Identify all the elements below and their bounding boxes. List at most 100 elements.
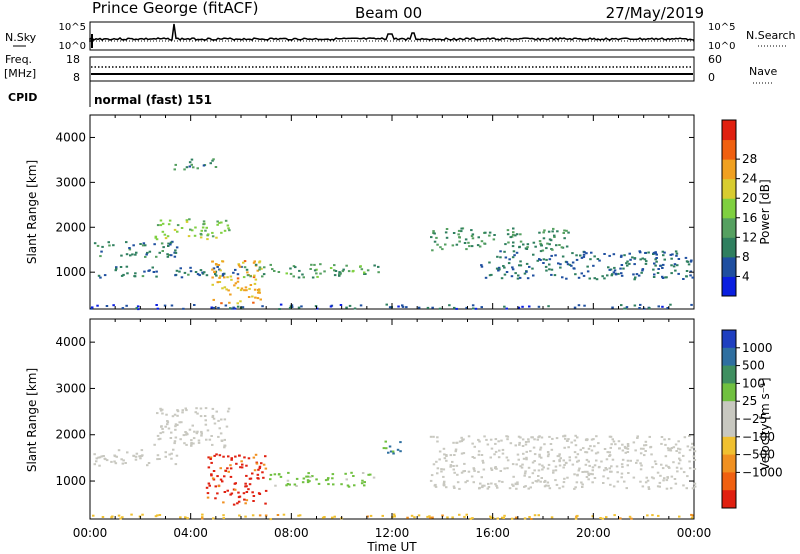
echo-cell [506,467,509,470]
echo-cell [465,306,468,309]
echo-cell [130,513,133,516]
echo-cell [547,230,551,233]
echo-cell [213,270,216,273]
echo-cell [279,475,283,478]
echo-cell [555,244,558,247]
echo-cell [245,289,248,292]
echo-cell [511,463,515,466]
echo-cell [247,488,250,491]
echo-cell [593,255,596,258]
echo-cell [527,440,530,443]
echo-cell [496,517,499,520]
echo-cell [597,442,600,445]
echo-cell [100,250,103,253]
echo-cell [603,277,606,280]
echo-cell [527,466,531,469]
echo-cell [252,301,255,304]
echo-cell [494,450,498,453]
echo-cell [494,438,498,441]
echo-cell [329,305,333,308]
echo-cell [201,516,204,519]
velocity-colorbar-segment [722,383,736,402]
echo-cell [688,449,692,452]
echo-cell [501,448,505,451]
echo-cell [292,265,296,268]
power-colorbar-tick-label: 16 [742,211,757,225]
echo-cell [682,454,685,457]
echo-cell [442,482,446,485]
echo-cell [533,453,537,456]
velocity-xticks [89,319,695,519]
echo-cell [453,306,456,309]
echo-cell [206,429,210,432]
echo-cell [141,513,144,516]
echo-cell [132,244,135,247]
echo-cell [199,415,203,418]
echo-cell [645,476,648,479]
echo-cell [510,235,514,238]
echo-cell [691,442,694,445]
echo-cell [287,471,290,474]
echo-cell [580,256,584,259]
echo-cell [442,468,446,471]
echo-cell [215,263,218,265]
echo-cell [230,458,233,461]
echo-cell [620,254,623,257]
echo-cell [156,514,159,517]
echo-cell [366,269,370,272]
echo-cell [147,462,151,464]
echo-cell [557,454,561,457]
echo-cell [239,466,242,469]
echo-cell [298,514,302,517]
echo-cell [691,487,695,490]
echo-cell [323,516,326,518]
echo-cell [306,475,310,478]
echo-cell [278,308,281,310]
echo-cell [236,280,240,283]
velocity-colorbar-segment [722,454,736,473]
velocity-colorbar-segment [722,347,736,367]
echo-cell [536,438,539,441]
echo-cell [509,442,513,445]
echo-cell [195,407,198,410]
echo-cell [609,470,612,473]
echo-cell [679,459,682,462]
echo-cell [176,414,179,417]
echo-cell [554,479,557,482]
echo-cell [650,453,653,456]
echo-cell [463,470,466,472]
echo-cell [620,463,624,466]
echo-cell [477,236,480,239]
echo-cell [243,260,247,263]
echo-cell [493,453,496,456]
echo-cell [248,477,252,480]
echo-cell [617,272,620,275]
echo-cell [188,165,192,168]
echo-cell [237,500,241,503]
echo-cell [674,269,677,272]
echo-cell [273,473,277,476]
echo-cell [655,260,658,263]
echo-cell [532,274,535,277]
echo-cell [647,486,650,489]
power-plot-frame [89,114,695,310]
echo-cell [682,278,685,280]
echo-cell [301,481,305,484]
echo-cell [257,288,261,291]
echo-cell [175,246,179,249]
echo-cell [183,168,186,171]
echo-cell [221,273,225,276]
echo-cell [481,484,484,487]
echo-cell [497,456,501,459]
echo-cell [690,446,693,449]
echo-cell [482,468,486,471]
echo-cell [452,441,455,444]
echo-cell [174,428,177,431]
echo-cell [237,263,240,266]
echo-cell [660,442,663,445]
echo-cell [652,477,655,480]
echo-cell [146,464,149,467]
echo-cell [206,496,210,499]
beam-title: Beam 00 [355,4,422,22]
